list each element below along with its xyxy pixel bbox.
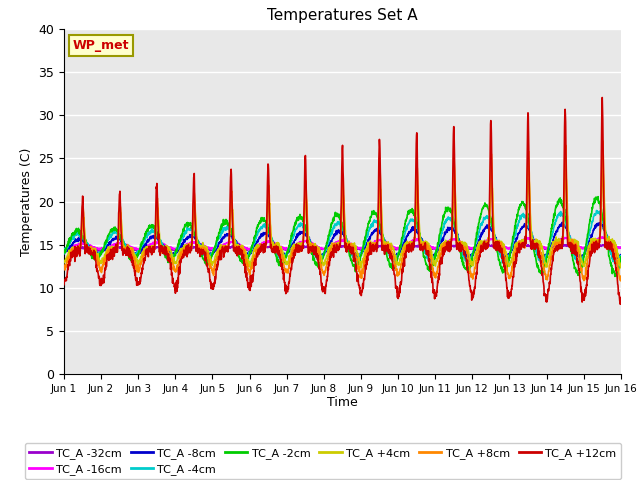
Text: WP_met: WP_met bbox=[72, 39, 129, 52]
Legend: TC_A -32cm, TC_A -16cm, TC_A -8cm, TC_A -4cm, TC_A -2cm, TC_A +4cm, TC_A +8cm, T: TC_A -32cm, TC_A -16cm, TC_A -8cm, TC_A … bbox=[25, 443, 621, 480]
Y-axis label: Temperatures (C): Temperatures (C) bbox=[20, 147, 33, 256]
X-axis label: Time: Time bbox=[327, 396, 358, 408]
Title: Temperatures Set A: Temperatures Set A bbox=[267, 9, 418, 24]
